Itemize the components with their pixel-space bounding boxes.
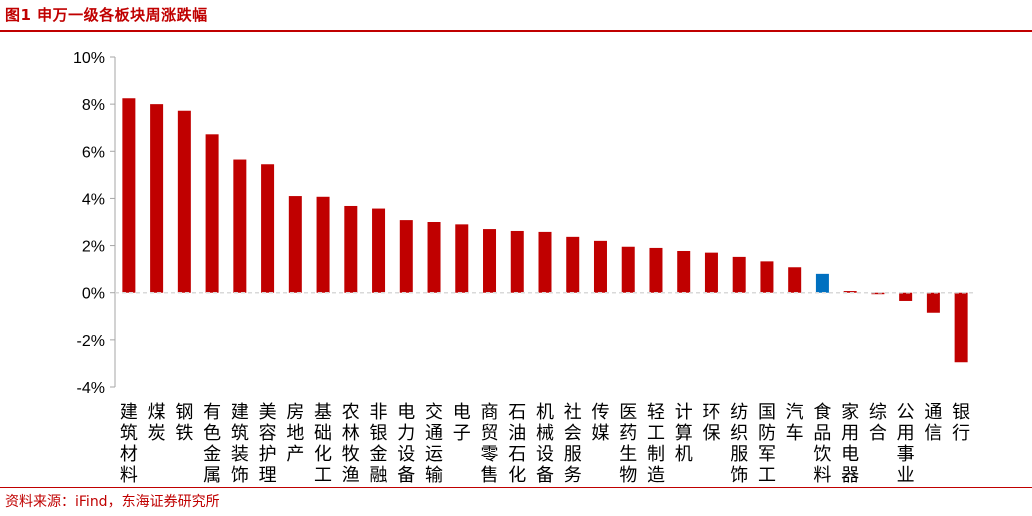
bar bbox=[704, 252, 718, 293]
x-category-label: 医药生物 bbox=[619, 402, 637, 486]
y-axis: -4% -2% 0% 2% 4% 6% 8% 10% bbox=[73, 50, 116, 397]
bar bbox=[233, 159, 247, 293]
bar bbox=[566, 236, 580, 293]
x-category-label: 有色金属 bbox=[203, 402, 221, 486]
bar bbox=[954, 292, 968, 363]
x-category-label: 银行 bbox=[952, 402, 970, 444]
x-category-label: 建筑装饰 bbox=[231, 402, 249, 486]
bars bbox=[122, 98, 968, 363]
x-category-label: 综合 bbox=[869, 402, 887, 444]
bar bbox=[177, 110, 191, 293]
x-category-label: 机械设备 bbox=[536, 402, 554, 486]
bar bbox=[261, 164, 275, 293]
x-category-label: 非银金融 bbox=[370, 402, 388, 486]
y-tick-label: 10% bbox=[73, 50, 105, 67]
figure-title: 图1 申万一级各板块周涨跌幅 bbox=[5, 6, 208, 24]
x-category-label: 通信 bbox=[924, 402, 942, 444]
x-category-label: 汽车 bbox=[786, 402, 804, 444]
bar bbox=[899, 292, 913, 301]
bar bbox=[122, 98, 136, 293]
x-category-label: 环保 bbox=[702, 402, 720, 444]
title-divider bbox=[0, 30, 1032, 32]
bar bbox=[372, 208, 386, 293]
x-category-label: 美容护理 bbox=[259, 402, 277, 486]
bar bbox=[399, 220, 413, 293]
x-category-label: 纺织服饰 bbox=[730, 402, 748, 486]
x-category-label: 交通运输 bbox=[425, 402, 443, 486]
bar bbox=[510, 230, 524, 293]
bar bbox=[621, 246, 635, 293]
x-category-label: 房地产 bbox=[286, 402, 304, 465]
x-category-label: 计算机 bbox=[675, 402, 693, 465]
x-category-label: 商贸零售 bbox=[481, 402, 499, 486]
y-tick-label: 8% bbox=[82, 97, 105, 114]
x-category-label: 社会服务 bbox=[564, 402, 582, 486]
bar bbox=[316, 196, 330, 293]
bar bbox=[538, 231, 552, 293]
bar bbox=[926, 292, 940, 313]
bar bbox=[871, 292, 885, 295]
y-tick-label: 6% bbox=[82, 144, 105, 161]
bar bbox=[483, 229, 497, 293]
x-category-label: 钢铁 bbox=[175, 402, 193, 444]
source-note: 资料来源：iFind，东海证券研究所 bbox=[5, 494, 220, 510]
x-category-label: 传媒 bbox=[591, 402, 609, 444]
x-category-label: 农林牧渔 bbox=[342, 402, 360, 486]
y-tick-label: 4% bbox=[82, 191, 105, 208]
bar bbox=[788, 267, 802, 293]
bar bbox=[455, 224, 469, 293]
bar bbox=[760, 261, 774, 293]
bar bbox=[344, 205, 358, 293]
x-category-label: 建筑材料 bbox=[120, 402, 138, 486]
x-category-label: 轻工制造 bbox=[647, 402, 665, 486]
y-tick-label: -2% bbox=[77, 333, 105, 350]
x-category-label: 煤炭 bbox=[148, 402, 166, 444]
x-category-label: 国防军工 bbox=[758, 402, 776, 486]
x-category-label: 电力设备 bbox=[397, 402, 415, 486]
bar bbox=[427, 222, 441, 293]
x-category-label: 家用电器 bbox=[841, 402, 859, 486]
x-category-label: 基础化工 bbox=[314, 402, 332, 486]
bar bbox=[732, 256, 746, 293]
bar bbox=[205, 134, 219, 293]
x-category-label: 食品饮料 bbox=[813, 402, 831, 486]
y-tick-label: 2% bbox=[82, 239, 105, 256]
bar bbox=[288, 196, 302, 293]
bar bbox=[150, 104, 164, 293]
x-category-label: 电子 bbox=[453, 402, 471, 444]
x-category-label: 公用事业 bbox=[897, 402, 915, 486]
y-tick-label: 0% bbox=[82, 286, 105, 303]
y-tick-label: -4% bbox=[77, 380, 105, 397]
bar bbox=[593, 240, 607, 293]
bar bbox=[815, 273, 829, 293]
bar bbox=[677, 250, 691, 293]
bar bbox=[843, 291, 857, 293]
x-category-label: 石油石化 bbox=[508, 402, 526, 486]
bar bbox=[649, 247, 663, 293]
category-labels: 建筑材料煤炭钢铁有色金属建筑装饰美容护理房地产基础化工农林牧渔非银金融电力设备交… bbox=[120, 402, 970, 486]
footer-divider bbox=[0, 487, 1032, 488]
